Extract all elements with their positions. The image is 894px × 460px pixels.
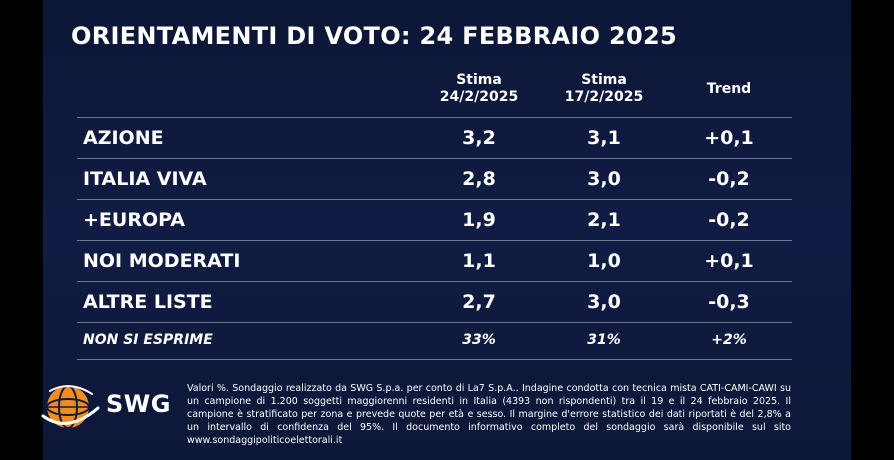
previous-value: 31% — [587, 332, 621, 348]
previous-value: 3,1 — [587, 127, 621, 149]
trend-value: +2% — [711, 332, 747, 348]
column-header-previous-label: Stima — [581, 72, 627, 88]
table-row: +EUROPA 1,9 2,1 -0,2 — [77, 199, 792, 240]
table-row: AZIONE 3,2 3,1 +0,1 — [77, 117, 792, 158]
previous-value: 1,0 — [587, 250, 621, 272]
trend-value: +0,1 — [704, 250, 754, 272]
current-value: 2,8 — [462, 168, 496, 190]
poll-panel — [43, 0, 851, 460]
methodology-note: Valori %. Sondaggio realizzato da SWG S.… — [187, 383, 791, 446]
table-row: ALTRE LISTE 2,7 3,0 -0,3 — [77, 281, 792, 322]
party-name: NON SI ESPRIME — [83, 332, 213, 348]
table-row: ITALIA VIVA 2,8 3,0 -0,2 — [77, 158, 792, 199]
party-name: ALTRE LISTE — [83, 291, 213, 313]
party-name: AZIONE — [83, 127, 164, 149]
current-value: 1,1 — [462, 250, 496, 272]
column-header-current: Stima 24/2/2025 — [418, 72, 540, 106]
page-title: ORIENTAMENTI DI VOTO: 24 FEBBRAIO 2025 — [71, 22, 677, 50]
current-value: 2,7 — [462, 291, 496, 313]
previous-value: 2,1 — [587, 209, 621, 231]
party-name: NOI MODERATI — [83, 250, 241, 272]
column-header-trend: Trend — [706, 81, 752, 97]
table-row-non-si-esprime: NON SI ESPRIME 33% 31% +2% — [77, 322, 792, 360]
logo-text: SWG — [106, 390, 171, 418]
trend-value: +0,1 — [704, 127, 754, 149]
table-row: NOI MODERATI 1,1 1,0 +0,1 — [77, 240, 792, 281]
party-name: ITALIA VIVA — [83, 168, 207, 190]
previous-value: 3,0 — [587, 291, 621, 313]
column-header-current-label: Stima — [456, 72, 502, 88]
party-name: +EUROPA — [83, 209, 185, 231]
current-value: 3,2 — [462, 127, 496, 149]
column-header-current-date: 24/2/2025 — [439, 89, 519, 105]
trend-value: -0,3 — [708, 291, 750, 313]
poll-table: AZIONE 3,2 3,1 +0,1 ITALIA VIVA 2,8 3,0 … — [77, 117, 792, 360]
trend-value: -0,2 — [708, 209, 750, 231]
column-header-previous: Stima 17/2/2025 — [543, 72, 665, 106]
trend-value: -0,2 — [708, 168, 750, 190]
globe-icon — [41, 385, 100, 429]
current-value: 1,9 — [462, 209, 496, 231]
previous-value: 3,0 — [587, 168, 621, 190]
swg-logo: SWG — [40, 382, 170, 432]
column-header-previous-date: 17/2/2025 — [564, 89, 644, 105]
current-value: 33% — [462, 332, 496, 348]
